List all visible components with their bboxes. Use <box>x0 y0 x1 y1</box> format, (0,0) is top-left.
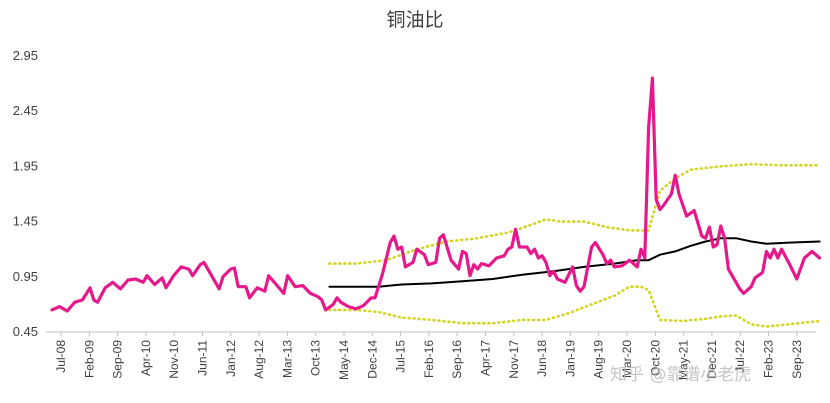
series-group <box>50 76 822 328</box>
x-tick-label: May-21 <box>677 340 691 380</box>
y-tick-label: 2.45 <box>13 103 38 118</box>
x-tick-label: Feb-23 <box>762 340 776 378</box>
x-tick-label: Dec-14 <box>365 340 379 379</box>
x-tick-label: Feb-09 <box>82 340 96 378</box>
x-tick-label: Mar-20 <box>620 340 634 378</box>
x-tick-label: Jul-08 <box>54 340 68 373</box>
x-tick-label: May-14 <box>337 340 351 380</box>
series-line-ratio <box>50 76 822 313</box>
chart-title: 铜油比 <box>386 9 443 31</box>
x-tick-label: Dec-21 <box>705 340 719 379</box>
x-tick-label: Apr-17 <box>479 340 493 376</box>
x-tick-label: Jan-19 <box>563 340 577 377</box>
x-tick-label: Oct-20 <box>648 340 662 376</box>
y-tick-label: 0.45 <box>13 324 38 339</box>
series-line-upper-band <box>328 162 821 265</box>
x-tick-label: Sep-09 <box>111 340 125 379</box>
y-tick-label: 0.95 <box>13 269 38 284</box>
y-axis-ticks: 0.45 0.95 1.45 1.95 2.45 2.95 <box>13 48 38 339</box>
watermark: 知乎 @靠谱小老虎 <box>610 365 751 385</box>
x-tick-label: Nov-17 <box>507 340 521 379</box>
x-tick-label: Nov-10 <box>167 340 181 379</box>
x-axis-ticks: Jul-08 Feb-09 Sep-09 Apr-10 Nov-10 Jun-11 Jan-… <box>54 332 804 380</box>
x-tick-label: Jun-11 <box>196 340 210 376</box>
x-tick-label: Jan-12 <box>224 340 238 377</box>
x-tick-label: Feb-16 <box>422 340 436 378</box>
x-tick-label: Oct-13 <box>309 340 323 376</box>
x-tick-label: Jul-15 <box>394 340 408 373</box>
y-tick-label: 2.95 <box>13 48 38 63</box>
x-tick-label: Jun-18 <box>535 340 549 377</box>
y-tick-label: 1.45 <box>13 214 38 229</box>
x-tick-label: Jul-22 <box>733 340 747 373</box>
x-tick-label: Sep-16 <box>450 340 464 379</box>
x-tick-label: Aug-19 <box>592 340 606 379</box>
series-line-lower-band <box>328 285 821 328</box>
x-tick-label: Apr-10 <box>139 340 153 376</box>
y-tick-label: 1.95 <box>13 158 38 173</box>
x-tick-label: Mar-13 <box>280 340 294 378</box>
x-tick-label: Sep-23 <box>790 340 804 379</box>
x-tick-label: Aug-12 <box>252 340 266 379</box>
